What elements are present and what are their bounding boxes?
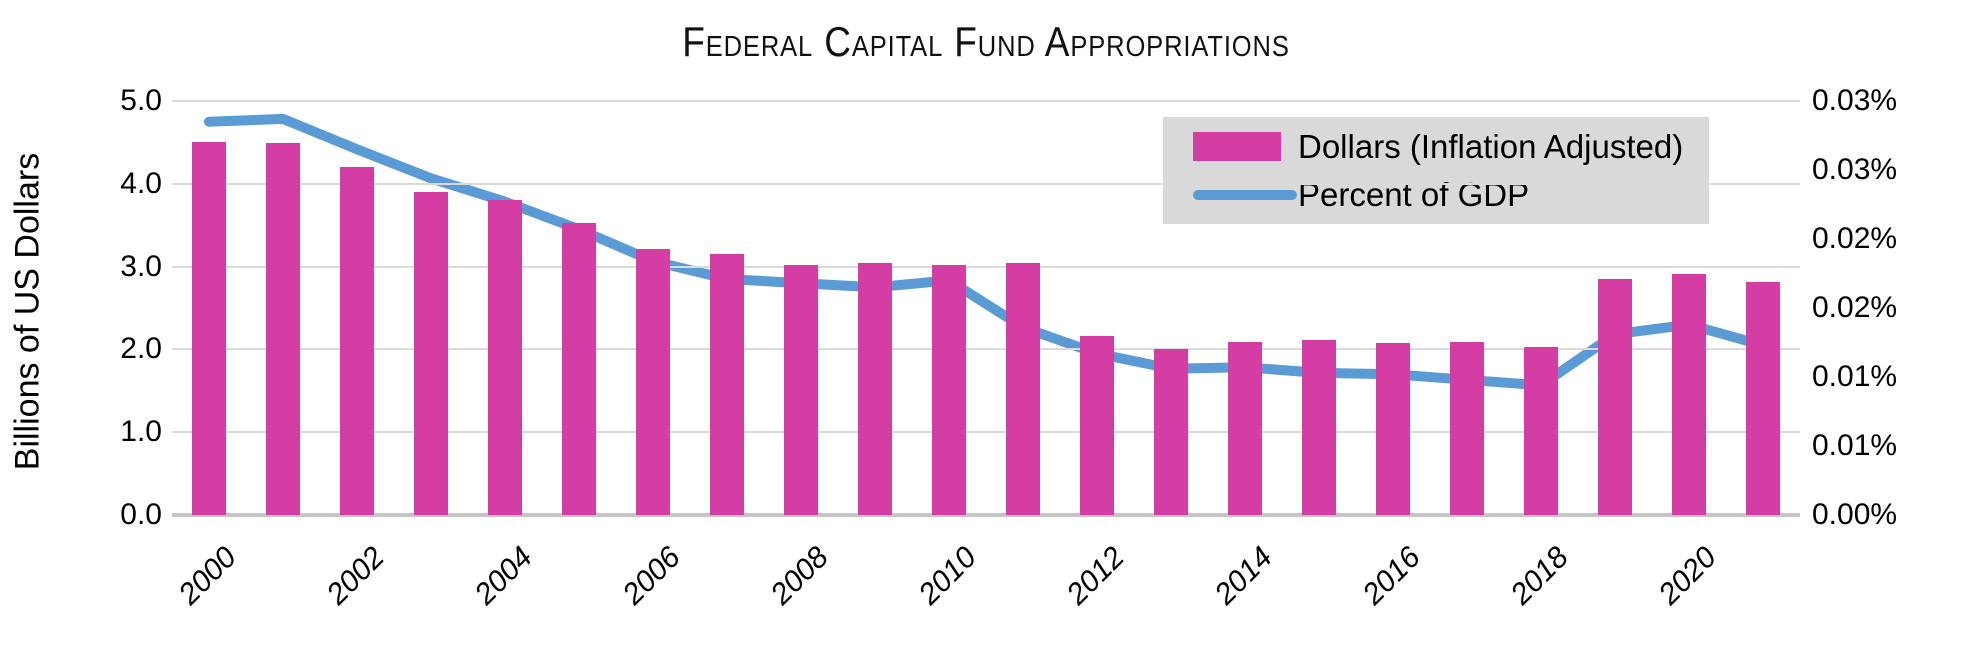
y-left-tick: 1.0	[120, 415, 162, 449]
bar-year-2008	[784, 264, 818, 515]
x-tick-2008: 2008	[764, 540, 835, 612]
x-tick-2016: 2016	[1356, 540, 1427, 612]
bar-year-2007	[710, 254, 744, 515]
y-right-tick: 0.00%	[1812, 498, 1898, 531]
legend-item-bars: Dollars (Inflation Adjusted)	[1193, 126, 1709, 168]
legend-bar-label: Dollars (Inflation Adjusted)	[1298, 127, 1684, 165]
y-left-tick: 5.0	[120, 84, 162, 117]
gridline	[172, 348, 1800, 351]
bar-year-2003	[414, 192, 448, 515]
bar-year-2006	[636, 249, 670, 515]
x-tick-2010: 2010	[912, 540, 983, 612]
legend-item-line: Percent of GDP	[1193, 174, 1709, 216]
bar-year-2010	[932, 264, 966, 515]
bar-year-2017	[1450, 341, 1484, 515]
bar-year-2013	[1154, 348, 1188, 515]
x-tick-2020: 2020	[1652, 540, 1723, 612]
y-right-tick: 0.03%	[1812, 84, 1898, 117]
y-left-tick: 2.0	[120, 332, 162, 366]
y-axis-title: Billions of US Dollars	[8, 152, 47, 471]
x-tick-2014: 2014	[1208, 540, 1279, 612]
y-left-tick: 0.0	[120, 498, 162, 531]
y-left-tick: 4.0	[120, 166, 162, 200]
bar-year-2009	[858, 263, 892, 515]
x-tick-2002: 2002	[320, 540, 391, 612]
bar-year-2005	[562, 222, 596, 515]
bar-series-swatch-icon	[1193, 132, 1281, 161]
legend: Dollars (Inflation Adjusted) Percent of …	[1163, 117, 1709, 224]
x-tick-2012: 2012	[1060, 540, 1131, 612]
bar-year-2004	[488, 199, 522, 515]
y-right-tick: 0.01%	[1812, 429, 1898, 462]
bar-year-2020	[1672, 274, 1706, 515]
y-right-tick: 0.02%	[1812, 291, 1898, 324]
bar-year-2018	[1524, 346, 1558, 515]
x-tick-2018: 2018	[1504, 540, 1575, 612]
x-tick-2000: 2000	[172, 540, 243, 612]
bar-year-2021	[1746, 281, 1780, 515]
bar-year-2001	[266, 143, 300, 515]
bar-year-2014	[1228, 341, 1262, 515]
gridline	[172, 100, 1800, 102]
bar-year-2000	[192, 142, 226, 515]
bar-year-2019	[1598, 279, 1632, 515]
x-tick-2004: 2004	[468, 540, 539, 612]
bar-year-2002	[340, 167, 374, 515]
y-left-tick: 3.0	[120, 249, 162, 283]
chart-title: Federal Capital Fund Appropriations	[682, 18, 1290, 65]
y-right-tick: 0.02%	[1812, 222, 1898, 255]
bar-year-2015	[1302, 340, 1336, 515]
y-right-tick: 0.01%	[1812, 360, 1898, 393]
gridline	[172, 265, 1800, 268]
bar-year-2012	[1080, 336, 1114, 515]
legend-line-label: Percent of GDP	[1298, 175, 1530, 213]
x-tick-2006: 2006	[616, 540, 687, 612]
bar-year-2011	[1006, 263, 1040, 515]
x-axis-line	[172, 513, 1800, 517]
gridline	[172, 431, 1800, 434]
y-right-tick: 0.03%	[1812, 153, 1898, 186]
line-series-swatch-icon	[1193, 189, 1297, 200]
gridline	[172, 182, 1800, 185]
bar-year-2016	[1376, 342, 1410, 515]
